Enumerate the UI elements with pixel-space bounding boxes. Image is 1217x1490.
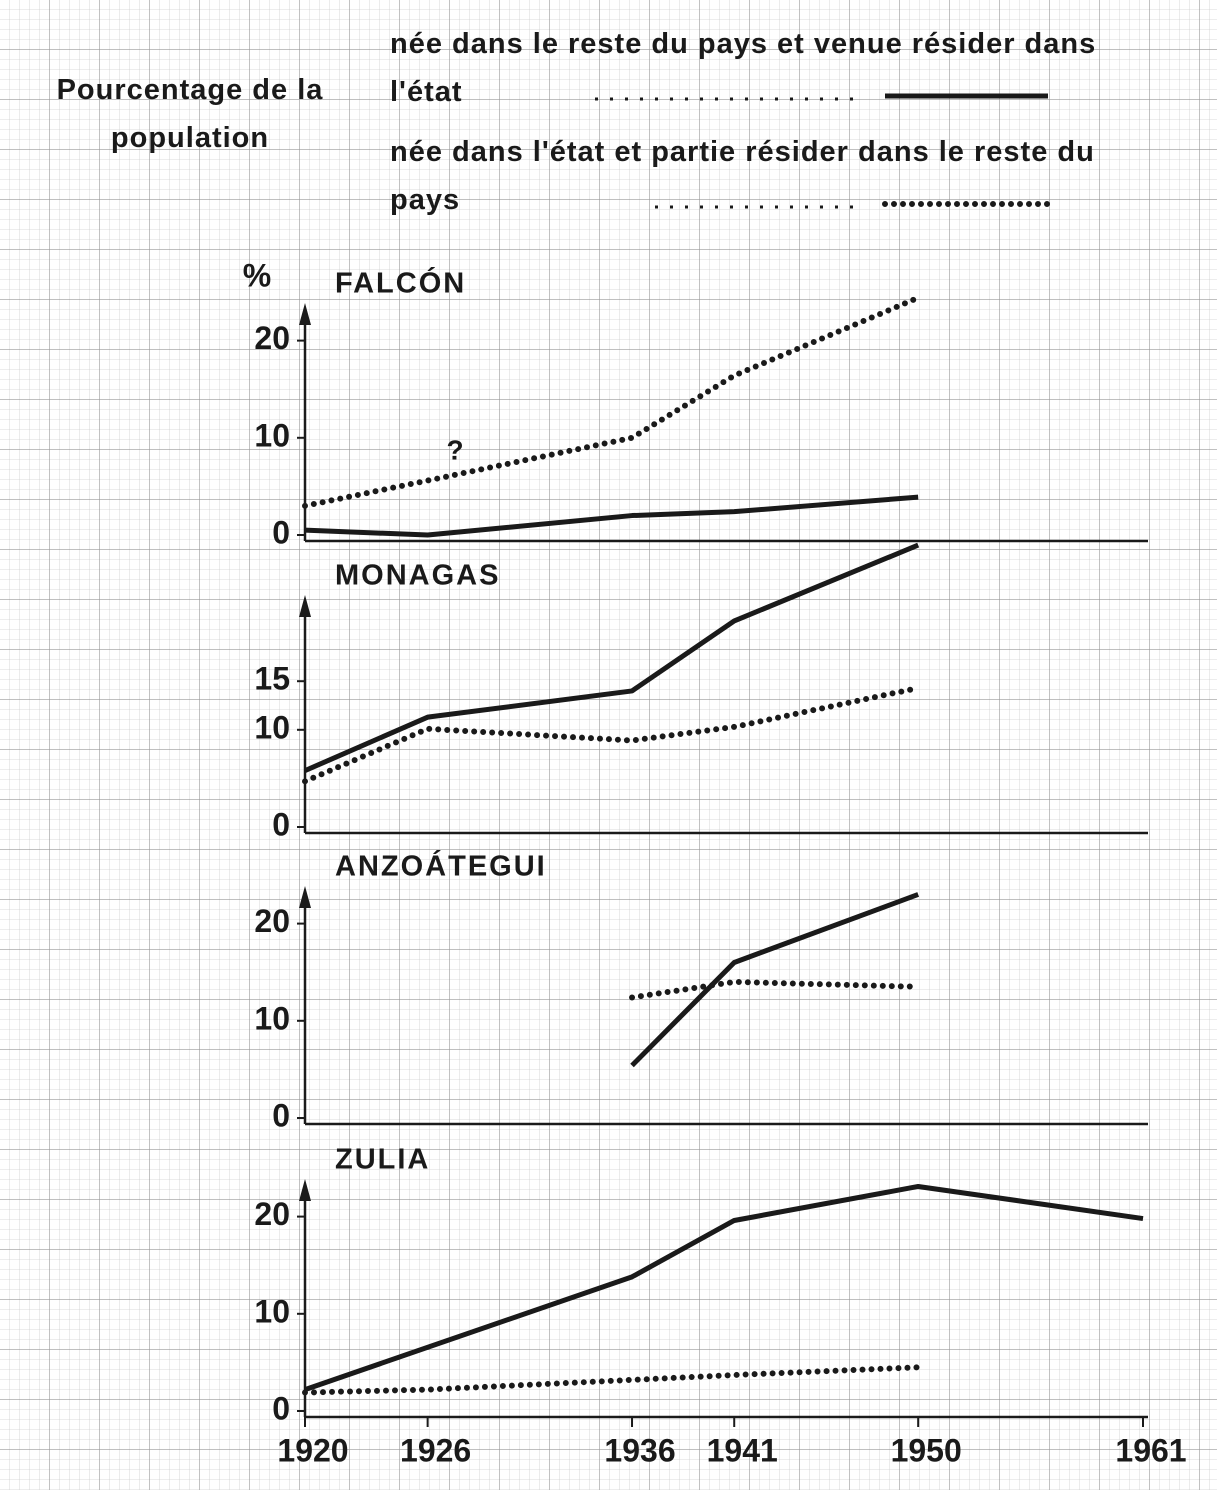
data-line xyxy=(302,685,922,785)
x-tick-label: 1950 xyxy=(891,1432,962,1468)
chart-title: MONAGAS xyxy=(335,560,500,592)
y-unit: % xyxy=(243,257,271,293)
y-tick-label: 0 xyxy=(272,514,290,550)
y-tick-label: 10 xyxy=(254,1000,290,1036)
chart-title: FALCÓN xyxy=(335,266,466,300)
x-tick-label: 1920 xyxy=(277,1432,348,1468)
y-tick-label: 0 xyxy=(272,1390,290,1426)
legend-entry: née dans le reste du pays et venue résid… xyxy=(390,28,1097,108)
data-line xyxy=(630,892,920,1068)
y-tick-label: 10 xyxy=(254,1293,290,1329)
y-tick-label: 20 xyxy=(254,1196,290,1232)
chart-title: ZULIA xyxy=(335,1144,430,1176)
y-tick-label: 10 xyxy=(254,417,290,453)
data-line xyxy=(304,1183,1144,1392)
chart-title: ANZOÁTEGUI xyxy=(335,849,547,883)
axis-arrow xyxy=(299,303,311,325)
data-line xyxy=(304,542,920,773)
annotation: ? xyxy=(446,434,463,465)
data-line xyxy=(302,1364,922,1396)
axis-arrow xyxy=(299,886,311,908)
data-line xyxy=(302,294,922,509)
data-line xyxy=(629,978,922,1001)
y-tick-label: 0 xyxy=(272,806,290,842)
data-line xyxy=(304,494,919,538)
legend-entry: née dans l'état et partie résider dans l… xyxy=(390,136,1095,216)
x-tick-label: 1941 xyxy=(707,1432,778,1468)
y-label: Pourcentage de la population xyxy=(56,74,324,154)
axis-arrow xyxy=(299,595,311,617)
y-tick-label: 20 xyxy=(254,320,290,356)
y-tick-label: 20 xyxy=(254,903,290,939)
x-tick-label: 1936 xyxy=(604,1432,675,1468)
x-tick-label: 1926 xyxy=(400,1432,471,1468)
y-tick-label: 15 xyxy=(254,661,290,697)
x-tick-label: 1961 xyxy=(1115,1432,1186,1468)
y-tick-label: 0 xyxy=(272,1097,290,1133)
y-tick-label: 10 xyxy=(254,709,290,745)
axis-arrow xyxy=(299,1179,311,1201)
